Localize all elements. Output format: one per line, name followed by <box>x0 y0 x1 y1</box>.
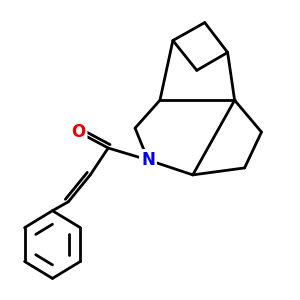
Text: O: O <box>71 123 85 141</box>
Text: N: N <box>141 151 155 169</box>
